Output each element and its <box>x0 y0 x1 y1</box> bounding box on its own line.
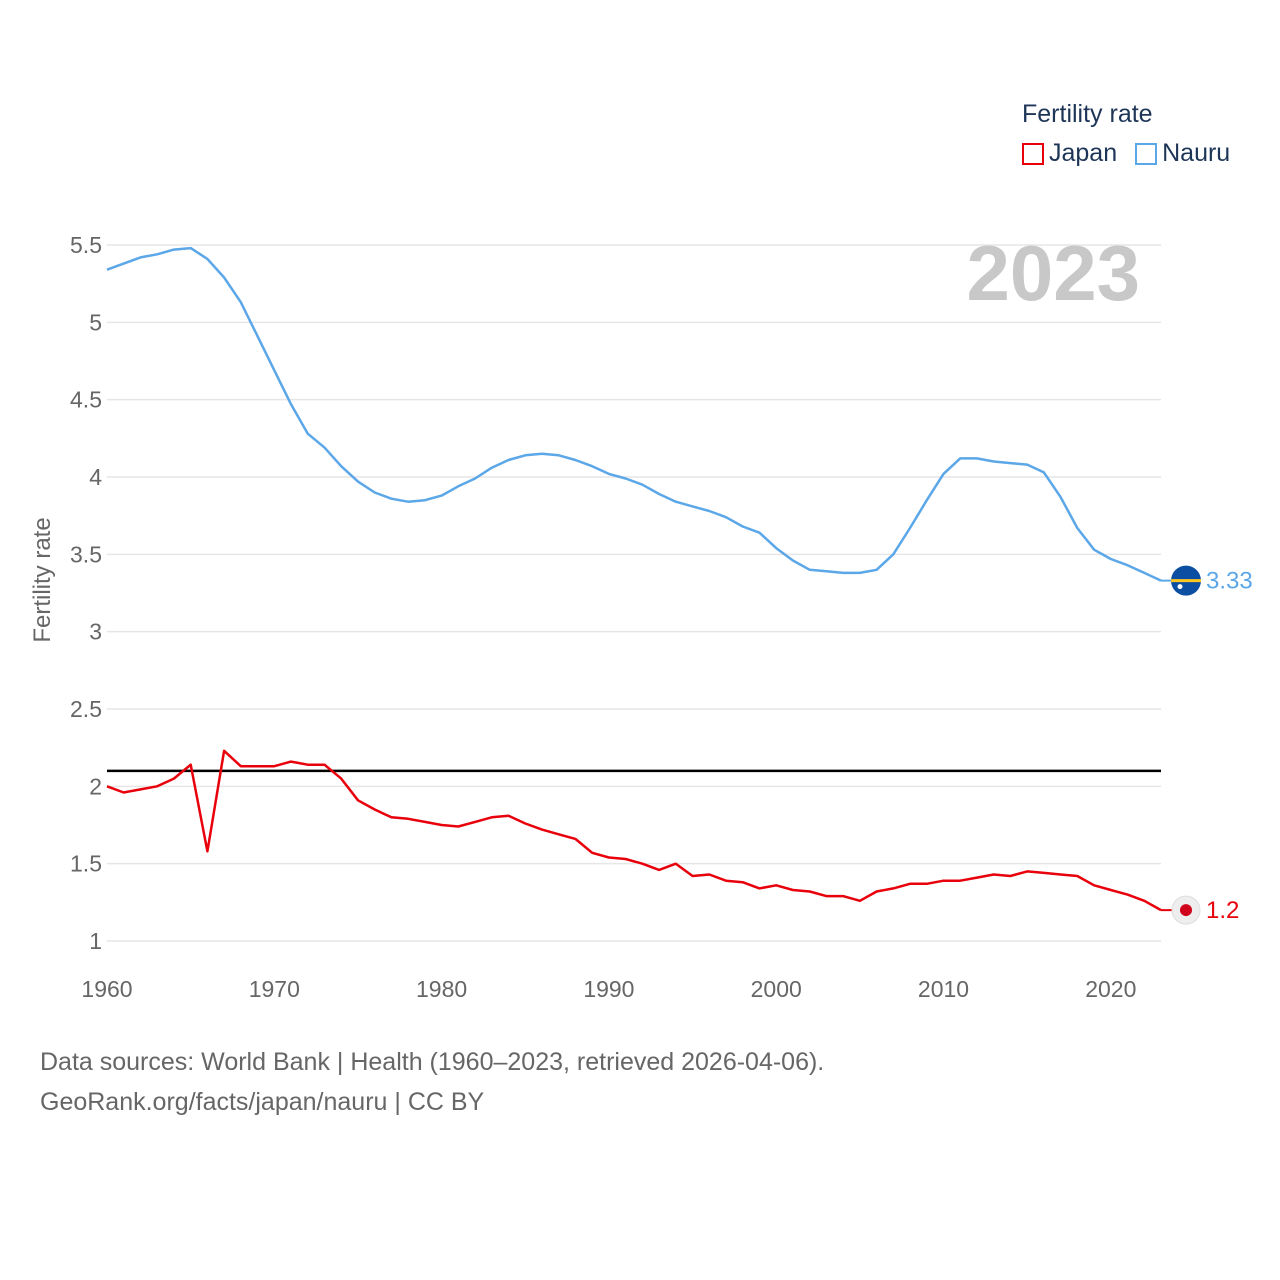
legend-swatch-nauru <box>1135 142 1158 165</box>
y-tick-label: 3.5 <box>70 541 102 567</box>
y-tick-label: 1 <box>89 928 102 954</box>
x-tick-label: 2020 <box>1085 976 1136 1002</box>
y-tick-label: 5 <box>89 309 102 335</box>
y-tick-label: 4 <box>89 464 102 490</box>
y-axis-label: Fertility rate <box>29 517 56 642</box>
x-tick-label: 2000 <box>751 976 802 1002</box>
end-value-label-nauru: 3.33 <box>1206 568 1253 595</box>
series-line-nauru[interactable] <box>106 246 1162 582</box>
japan-flag-icon <box>1171 895 1201 925</box>
legend: Fertility rate Japan Nauru <box>1022 100 1230 168</box>
y-tick-label: 4.5 <box>70 387 102 413</box>
legend-label-nauru: Nauru <box>1162 139 1231 167</box>
legend-item-japan[interactable]: Japan <box>1022 139 1117 168</box>
series-lines <box>106 246 1162 912</box>
grid-lines <box>107 244 1161 942</box>
x-tick-label: 1970 <box>249 976 300 1002</box>
legend-items: Japan Nauru <box>1022 139 1230 168</box>
legend-label-japan: Japan <box>1049 139 1118 167</box>
y-tick-label: 3 <box>89 619 102 645</box>
series-line-japan[interactable] <box>106 749 1162 912</box>
current-year-label: 2023 <box>966 229 1140 317</box>
y-axis-ticks: 1 1.5 2 2.5 3 3.5 4 4.5 5 5.5 <box>70 232 102 954</box>
legend-title: Fertility rate <box>1022 100 1153 128</box>
end-value-label-japan: 1.2 <box>1206 897 1239 924</box>
footer: Data sources: World Bank | Health (1960–… <box>40 1042 824 1122</box>
y-tick-label: 2.5 <box>70 696 102 722</box>
y-tick-label: 2 <box>89 773 102 799</box>
y-tick-label: 5.5 <box>70 232 102 258</box>
legend-item-nauru[interactable]: Nauru <box>1135 139 1230 168</box>
x-tick-label: 1980 <box>416 976 467 1002</box>
x-axis-ticks: 1960 1970 1980 1990 2000 2010 2020 <box>81 976 1136 1002</box>
data-source-text: Data sources: World Bank | Health (1960–… <box>40 1048 825 1076</box>
y-tick-label: 1.5 <box>70 851 102 877</box>
attribution-text: GeoRank.org/facts/japan/nauru | CC BY <box>40 1088 485 1116</box>
x-tick-label: 2010 <box>918 976 969 1002</box>
legend-swatch-japan <box>1022 142 1044 165</box>
x-tick-label: 1990 <box>583 976 634 1002</box>
x-tick-label: 1960 <box>81 976 132 1002</box>
nauru-flag-icon <box>1171 565 1201 596</box>
end-markers: 1.2 3.33 <box>1161 565 1253 925</box>
